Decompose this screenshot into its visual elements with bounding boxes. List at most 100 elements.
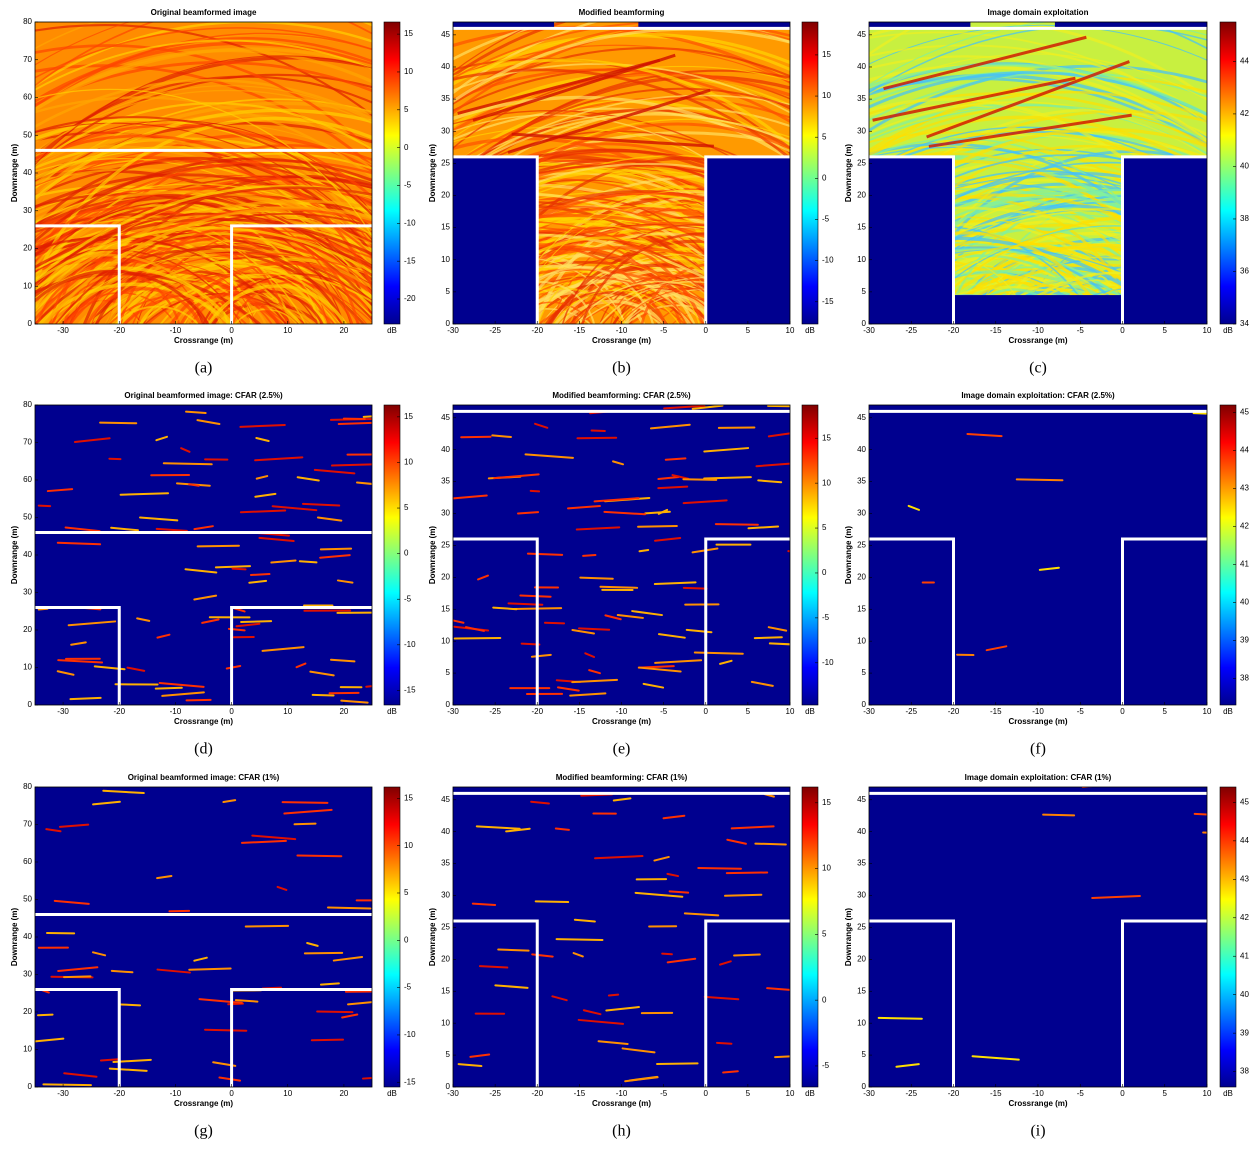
- y-tick-label: 15: [441, 223, 450, 232]
- colorbar-tick-label: 10: [404, 458, 413, 467]
- colorbar-tick-label: 42: [1240, 109, 1249, 118]
- x-axis-label: Crossrange (m): [174, 336, 233, 345]
- image-texture-streak: [339, 423, 377, 424]
- colorbar-tick-label: 38: [1240, 674, 1249, 683]
- colorbar-tick-label: 5: [404, 888, 409, 897]
- x-axis-label: Crossrange (m): [592, 717, 651, 726]
- y-axis-label: Downrange (m): [10, 144, 19, 203]
- colorbar-tick-label: -15: [404, 686, 416, 695]
- y-axis-label: Downrange (m): [844, 526, 853, 585]
- image-texture-streak: [755, 844, 785, 845]
- colorbar-tick-label: -20: [404, 294, 416, 303]
- colorbar-tick-label: 0: [822, 173, 827, 182]
- image-texture-streak: [101, 1059, 118, 1060]
- y-tick-label: 15: [857, 986, 866, 995]
- image-texture-streak: [698, 868, 741, 869]
- image-texture-streak: [716, 524, 758, 525]
- y-axis-label: Downrange (m): [10, 526, 19, 585]
- colorbar-tick-label: 0: [404, 143, 409, 152]
- colorbar-tick-label: 15: [404, 29, 413, 38]
- colorbar-tick-label: 43: [1240, 874, 1249, 883]
- x-tick-label: -25: [905, 326, 917, 335]
- colorbar-tick-label: -15: [404, 256, 416, 265]
- chart-title: Modified beamforming: [579, 8, 665, 17]
- y-tick-label: 40: [23, 550, 32, 559]
- image-texture-streak: [246, 926, 288, 927]
- chart-title: Image domain exploitation: [988, 8, 1089, 17]
- image-texture-streak: [321, 549, 351, 550]
- x-tick-label: -10: [170, 707, 182, 716]
- image-texture-streak: [577, 438, 616, 439]
- panel-caption: (a): [195, 360, 213, 377]
- image-base: [35, 787, 372, 1087]
- y-tick-label: 20: [857, 954, 866, 963]
- y-tick-label: 50: [23, 895, 32, 904]
- x-axis-label: Crossrange (m): [1008, 717, 1067, 726]
- colorbar-tick-label: 10: [404, 841, 413, 850]
- x-tick-label: -10: [616, 1089, 628, 1098]
- y-tick-label: 50: [23, 130, 32, 139]
- colorbar-tick-label: 10: [822, 478, 831, 487]
- y-tick-label: 70: [23, 55, 32, 64]
- x-tick-label: -10: [616, 326, 628, 335]
- image-base: [35, 405, 372, 705]
- colorbar-tick-label: 15: [404, 412, 413, 421]
- colorbar-tick-label: 42: [1240, 913, 1249, 922]
- colorbar-tick-label: 5: [822, 132, 827, 141]
- y-tick-label: 60: [23, 857, 32, 866]
- x-tick-label: 0: [229, 1089, 234, 1098]
- y-axis-label: Downrange (m): [844, 908, 853, 967]
- image-texture: [869, 405, 1242, 705]
- x-tick-label: -20: [948, 326, 960, 335]
- y-tick-label: 0: [446, 319, 451, 328]
- x-tick-label: 5: [1163, 326, 1168, 335]
- colorbar-tick-label: -5: [822, 613, 830, 622]
- image-texture-streak: [186, 412, 206, 413]
- y-tick-label: 5: [446, 287, 451, 296]
- y-axis-label: Downrange (m): [428, 144, 437, 203]
- x-axis-label: Crossrange (m): [174, 717, 233, 726]
- y-tick-label: 40: [857, 445, 866, 454]
- colorbar-label: dB: [387, 326, 397, 335]
- image-base: [869, 405, 1207, 705]
- y-tick-label: 10: [23, 1045, 32, 1054]
- y-tick-label: 20: [441, 572, 450, 581]
- y-tick-label: 30: [441, 126, 450, 135]
- mask-region: [706, 157, 790, 324]
- colorbar-tick-label: 0: [404, 549, 409, 558]
- y-tick-label: 5: [862, 1050, 867, 1059]
- x-tick-label: 0: [1120, 326, 1125, 335]
- y-tick-label: 60: [23, 475, 32, 484]
- x-tick-label: -5: [660, 707, 668, 716]
- y-axis-label: Downrange (m): [844, 144, 853, 203]
- y-tick-label: 30: [23, 970, 32, 979]
- colorbar-tick-label: 34: [1240, 319, 1249, 328]
- colorbar: [384, 22, 400, 324]
- image-texture-streak: [205, 1030, 246, 1031]
- y-tick-label: 25: [441, 158, 450, 167]
- y-tick-label: 20: [857, 572, 866, 581]
- image-texture-streak: [531, 491, 539, 492]
- image-texture: [35, 787, 399, 1087]
- y-tick-label: 15: [857, 604, 866, 613]
- colorbar: [384, 405, 400, 705]
- x-axis-label: Crossrange (m): [1008, 336, 1067, 345]
- y-tick-label: 15: [441, 604, 450, 613]
- x-tick-label: -25: [489, 707, 501, 716]
- y-tick-label: 0: [862, 700, 867, 709]
- x-tick-label: 0: [1120, 1089, 1125, 1098]
- image-texture: [35, 405, 399, 705]
- x-tick-label: 20: [339, 707, 348, 716]
- colorbar-tick-label: 0: [822, 568, 827, 577]
- image-texture-streak: [580, 578, 612, 579]
- image-texture-streak: [189, 969, 230, 970]
- colorbar-tick-label: 10: [404, 67, 413, 76]
- panel-caption: (c): [1029, 360, 1047, 377]
- y-tick-label: 40: [23, 932, 32, 941]
- x-tick-label: 10: [1203, 1089, 1212, 1098]
- y-tick-label: 35: [857, 477, 866, 486]
- y-tick-label: 35: [857, 94, 866, 103]
- image-texture-streak: [609, 995, 618, 996]
